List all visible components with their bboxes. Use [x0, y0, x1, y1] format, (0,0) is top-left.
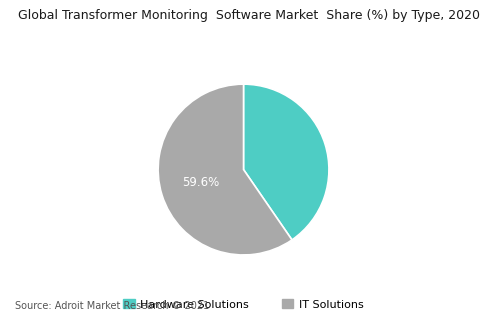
Text: Global Transformer Monitoring  Software Market  Share (%) by Type, 2020: Global Transformer Monitoring Software M… [17, 9, 480, 22]
Text: Source: Adroit Market Research © 2021: Source: Adroit Market Research © 2021 [15, 301, 209, 311]
Text: 59.6%: 59.6% [182, 176, 220, 189]
Wedge shape [158, 84, 292, 255]
Wedge shape [244, 84, 329, 240]
Legend: Hardware Solutions, IT Solutions: Hardware Solutions, IT Solutions [119, 295, 368, 314]
